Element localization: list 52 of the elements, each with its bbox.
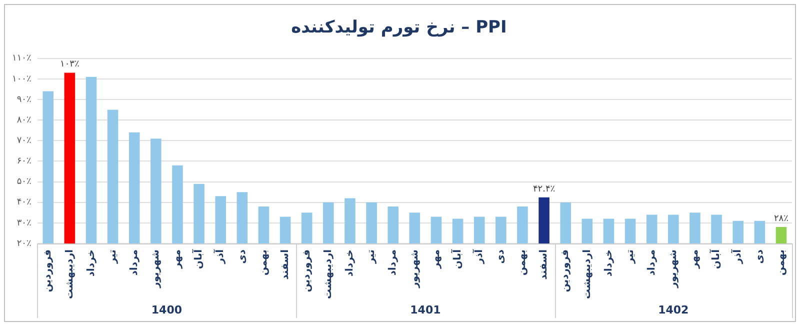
x-tick-label: آذر xyxy=(213,248,226,265)
x-tick-label: اردیبهشت xyxy=(64,249,76,300)
x-tick-label: اردیبهشت xyxy=(582,249,593,300)
x-tick-label: دی xyxy=(496,249,507,264)
y-tick-label: ۲۰٪ xyxy=(16,238,32,249)
text: 1401 xyxy=(410,303,441,316)
x-tick-label: مرداد xyxy=(646,249,658,276)
x-tick-label: مرداد xyxy=(388,249,399,276)
x-tick-label: خرداد xyxy=(603,249,614,277)
x-tick-label: دی xyxy=(236,249,248,264)
x-tick-label: دی xyxy=(754,249,766,264)
x-tick-label: آذر xyxy=(730,248,744,265)
x-tick-label: تیر xyxy=(107,249,118,265)
x-tick-label: آذر xyxy=(472,248,485,265)
x-tick-label: خرداد xyxy=(86,249,97,277)
x-tick-label: آبان xyxy=(450,248,464,269)
x-tick-label: مرداد xyxy=(128,249,140,276)
x-tick-label: بهمن xyxy=(258,249,270,276)
x-tick-label: فروردین xyxy=(560,249,572,292)
x-tick-label: خرداد xyxy=(344,249,356,277)
y-tick-label: ۹۰٪ xyxy=(16,94,32,105)
y-tick-label: ۸۰٪ xyxy=(16,115,32,126)
y-tick-label: ۱۰۰٪ xyxy=(12,74,32,84)
y-tick-label: ۴۰٪ xyxy=(16,198,32,208)
x-tick-label: تیر xyxy=(624,249,636,265)
x-tick-label: بهمن xyxy=(517,249,528,276)
x-tick-label: آبان xyxy=(709,248,722,269)
text: 1400 xyxy=(151,303,182,316)
x-tick-label: بهمن xyxy=(776,249,787,276)
data-label: ۴۲.۴٪ xyxy=(532,184,556,194)
x-tick-label: شهریور xyxy=(668,249,680,289)
x-tick-label: اردیبهشت xyxy=(323,249,334,300)
text: 1402 xyxy=(658,303,689,316)
x-tick-label: آبان xyxy=(192,248,205,269)
x-tick-label: فروردین xyxy=(42,249,54,292)
y-tick-label: ۷۰٪ xyxy=(16,136,32,146)
chart-title: نرخ تورم تولیدکننده – PPI xyxy=(291,18,507,38)
x-tick-label: اسفند xyxy=(280,249,291,280)
x-tick-label: مهر xyxy=(430,249,442,270)
x-tick-label: شهریور xyxy=(150,249,162,289)
y-tick-label: ۶۰٪ xyxy=(16,156,32,167)
data-label: ۱۰۳٪ xyxy=(60,60,80,70)
y-tick-label: ۱۱۰٪ xyxy=(12,54,32,64)
x-tick-label: شهریور xyxy=(409,249,420,289)
x-tick-label: فروردین xyxy=(301,249,312,292)
data-label: ۲۸٪ xyxy=(774,214,789,224)
x-tick-label: تیر xyxy=(366,249,378,265)
x-tick-label: مهر xyxy=(172,249,184,270)
y-tick-label: ۳۰٪ xyxy=(16,218,32,228)
y-tick-label: ۵۰٪ xyxy=(16,177,32,188)
x-tick-label: اسفند xyxy=(538,249,550,280)
x-tick-label: مهر xyxy=(690,249,701,270)
